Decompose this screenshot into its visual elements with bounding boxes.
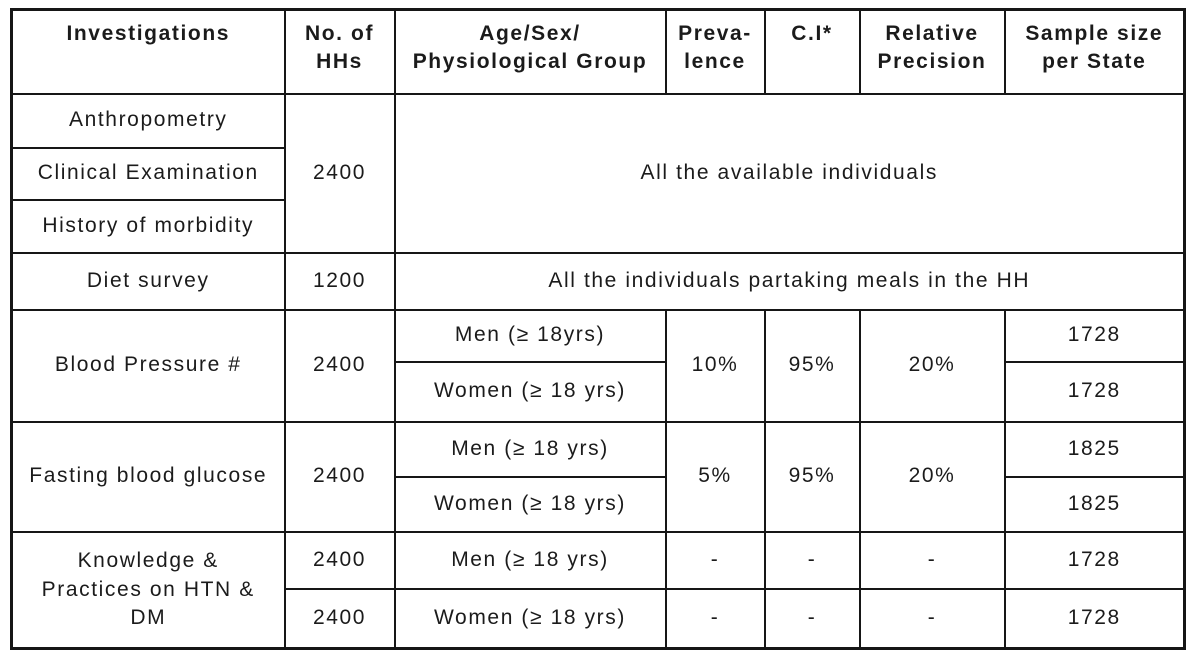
row-clinical-examination: Clinical Examination xyxy=(10,146,1185,201)
cell-fbg-investigation: Fasting blood glucose xyxy=(10,420,286,533)
cell-bp-men-group: Men (≥ 18yrs) xyxy=(393,308,667,363)
cell-fbg-men-group: Men (≥ 18 yrs) xyxy=(393,420,667,478)
cell-fbg-prevalence: 5% xyxy=(664,420,766,533)
cell-knowledge-men-group: Men (≥ 18 yrs) xyxy=(393,530,667,590)
cell-bp-men-sample-size: 1728 xyxy=(1003,308,1186,363)
cell-fbg-women-group: Women (≥ 18 yrs) xyxy=(393,475,667,533)
cell-clinical-examination: Clinical Examination xyxy=(10,146,286,201)
cell-history-of-morbidity: History of morbidity xyxy=(10,198,286,254)
cell-group1-no-of-hhs: 2400 xyxy=(283,92,396,254)
cell-knowledge-men-no-of-hhs: 2400 xyxy=(283,530,396,590)
cell-fbg-no-of-hhs: 2400 xyxy=(283,420,396,533)
header-ci: C.I* xyxy=(763,8,861,95)
cell-knowledge-investigation: Knowledge & Practices on HTN & DM xyxy=(10,530,286,650)
cell-knowledge-men-prevalence: - xyxy=(664,530,766,590)
cell-diet-investigation: Diet survey xyxy=(10,251,286,311)
cell-fbg-relative-precision: 20% xyxy=(858,420,1006,533)
cell-diet-note: All the individuals partaking meals in t… xyxy=(393,251,1186,311)
cell-bp-prevalence: 10% xyxy=(664,308,766,423)
cell-knowledge-women-relative-precision: - xyxy=(858,587,1006,650)
cell-bp-women-sample-size: 1728 xyxy=(1003,360,1186,423)
cell-knowledge-women-sample-size: 1728 xyxy=(1003,587,1186,650)
header-row: Investigations No. of HHs Age/Sex/ Physi… xyxy=(10,8,1186,95)
cell-bp-investigation: Blood Pressure # xyxy=(10,308,286,423)
header-sample-size: Sample size per State xyxy=(1003,8,1186,95)
row-blood-pressure-women: Women (≥ 18 yrs) 1728 xyxy=(12,360,1186,423)
cell-knowledge-women-ci: - xyxy=(763,587,861,650)
header-no-of-hhs: No. of HHs xyxy=(283,8,396,95)
cell-fbg-women-sample-size: 1825 xyxy=(1003,475,1186,533)
row-fasting-glucose-women: Women (≥ 18 yrs) 1825 xyxy=(12,475,1186,533)
header-prevalence: Preva- lence xyxy=(664,8,766,95)
row-anthropometry: Anthropometry 2400 All the available ind… xyxy=(10,92,1186,254)
cell-anthropometry: Anthropometry xyxy=(10,92,286,149)
cell-bp-ci: 95% xyxy=(763,308,861,423)
header-investigations: Investigations xyxy=(10,8,286,95)
cell-diet-no-of-hhs: 1200 xyxy=(283,251,396,311)
cell-knowledge-men-ci: - xyxy=(763,530,861,590)
cell-knowledge-men-sample-size: 1728 xyxy=(1003,530,1186,590)
cell-fbg-men-sample-size: 1825 xyxy=(1003,420,1186,478)
row-knowledge-women: 2400 Women (≥ 18 yrs) - - - 1728 xyxy=(12,587,1186,650)
header-age-sex-group: Age/Sex/ Physiological Group xyxy=(393,8,667,95)
row-blood-pressure-men: Blood Pressure # 2400 Men (≥ 18yrs) 10% … xyxy=(10,308,1186,423)
row-knowledge-men: Knowledge & Practices on HTN & DM 2400 M… xyxy=(10,530,1186,650)
cell-knowledge-women-group: Women (≥ 18 yrs) xyxy=(393,587,667,650)
cell-bp-women-group: Women (≥ 18 yrs) xyxy=(393,360,667,423)
cell-bp-relative-precision: 20% xyxy=(858,308,1006,423)
row-history-of-morbidity: History of morbidity xyxy=(10,198,1185,254)
cell-knowledge-men-relative-precision: - xyxy=(858,530,1006,590)
cell-fbg-ci: 95% xyxy=(763,420,861,533)
header-relative-precision: Relative Precision xyxy=(858,8,1006,95)
sampling-plan-table: Investigations No. of HHs Age/Sex/ Physi… xyxy=(10,8,1186,650)
row-diet-survey: Diet survey 1200 All the individuals par… xyxy=(10,251,1186,311)
cell-knowledge-women-no-of-hhs: 2400 xyxy=(283,587,396,650)
cell-bp-no-of-hhs: 2400 xyxy=(283,308,396,423)
cell-group1-note: All the available individuals xyxy=(393,92,1186,254)
row-fasting-glucose-men: Fasting blood glucose 2400 Men (≥ 18 yrs… xyxy=(10,420,1186,533)
cell-knowledge-women-prevalence: - xyxy=(664,587,766,650)
